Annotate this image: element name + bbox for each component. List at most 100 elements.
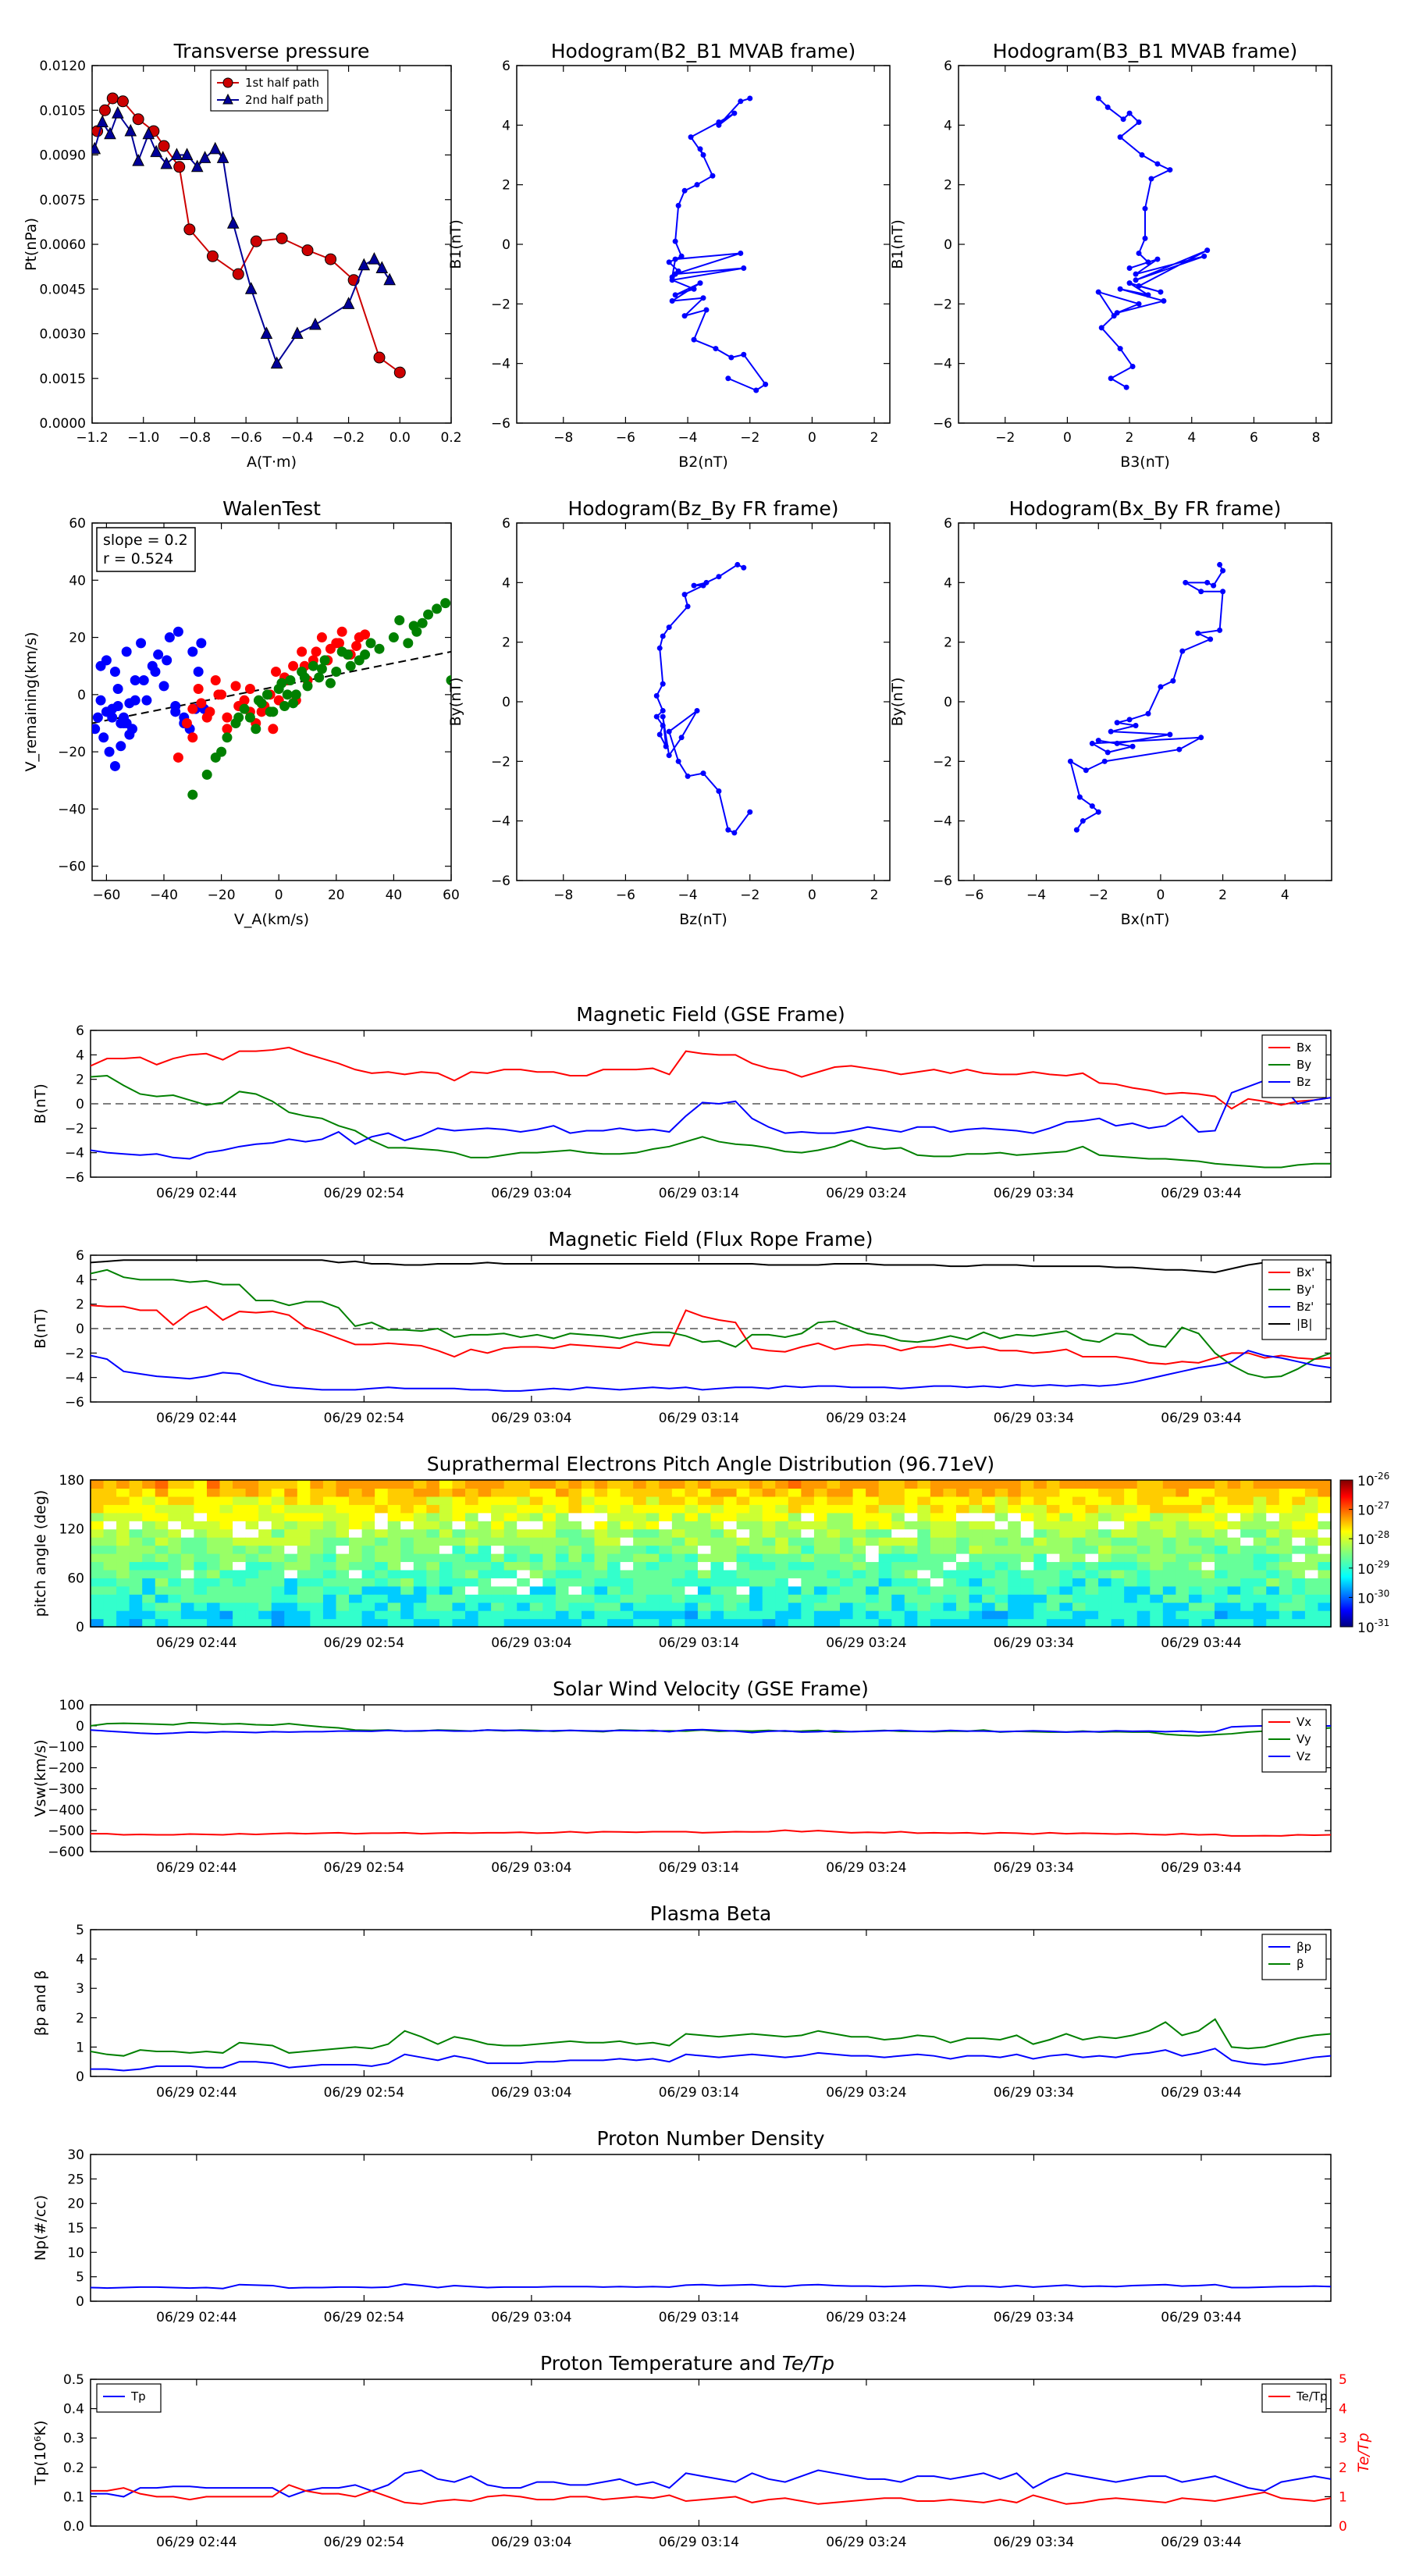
heatmap-cell xyxy=(142,1512,156,1521)
heatmap-cell xyxy=(465,1553,479,1563)
heatmap-cell xyxy=(258,1537,272,1546)
scatter-point xyxy=(271,667,282,678)
heatmap-cell xyxy=(1292,1521,1306,1530)
heatmap-cell xyxy=(594,1496,608,1505)
scatter-point xyxy=(333,638,344,649)
heatmap-cell xyxy=(194,1561,208,1571)
heatmap-cell xyxy=(646,1561,660,1571)
heatmap-cell xyxy=(788,1585,802,1595)
data-point xyxy=(1129,363,1136,369)
heatmap-cell xyxy=(671,1594,685,1603)
heatmap-cell xyxy=(375,1504,389,1514)
heatmap-cell xyxy=(322,1488,337,1497)
heatmap-cell xyxy=(387,1528,401,1538)
heatmap-cell xyxy=(788,1594,802,1603)
heatmap-cell xyxy=(1240,1569,1254,1578)
y-tick-label: 0 xyxy=(76,2069,84,2085)
heatmap-cell xyxy=(322,1610,337,1620)
heatmap-cell xyxy=(1227,1537,1241,1546)
heatmap-cell xyxy=(1072,1618,1087,1628)
heatmap-cell xyxy=(219,1504,233,1514)
heatmap-cell xyxy=(852,1618,866,1628)
data-point xyxy=(700,295,706,301)
heatmap-cell xyxy=(542,1521,557,1530)
scatter-point xyxy=(213,689,224,700)
heatmap-cell xyxy=(284,1578,298,1587)
heatmap-cell xyxy=(1136,1602,1151,1611)
heatmap-cell xyxy=(349,1585,363,1595)
heatmap-cell xyxy=(142,1569,156,1578)
legend-label: Bx' xyxy=(1297,1265,1314,1279)
heatmap-cell xyxy=(1266,1528,1280,1538)
heatmap-cell xyxy=(878,1496,892,1505)
heatmap-cell xyxy=(646,1528,660,1538)
heatmap-cell xyxy=(1059,1602,1073,1611)
heatmap-cell xyxy=(258,1488,272,1497)
x-tick-label: 06/29 03:14 xyxy=(659,1411,739,1426)
scatter-point xyxy=(302,681,313,692)
heatmap-cell xyxy=(400,1488,414,1497)
heatmap-cell xyxy=(1176,1618,1190,1628)
y-tick-label: 0.0090 xyxy=(40,148,86,164)
legend-label: Bx xyxy=(1297,1041,1311,1055)
heatmap-cell xyxy=(1033,1521,1048,1530)
plot-area xyxy=(90,1704,1332,1852)
heatmap-cell xyxy=(361,1545,375,1554)
plot-area xyxy=(958,65,1332,424)
legend-label: βp xyxy=(1297,1940,1311,1954)
data-point xyxy=(1195,630,1201,636)
heatmap-cell xyxy=(542,1594,557,1603)
heatmap-cell xyxy=(955,1610,970,1620)
heatmap-cell xyxy=(271,1512,285,1521)
heatmap-cell xyxy=(258,1480,272,1489)
heatmap-cell xyxy=(852,1602,866,1611)
heatmap-cell xyxy=(1136,1480,1151,1489)
heatmap-cell xyxy=(762,1561,776,1571)
heatmap-cell xyxy=(284,1496,298,1505)
heatmap-cell xyxy=(620,1537,634,1546)
heatmap-cell xyxy=(168,1561,182,1571)
heatmap-cell xyxy=(1253,1610,1267,1620)
scatter-point xyxy=(112,684,123,695)
heatmap-cell xyxy=(168,1521,182,1530)
x-tick-label: 2 xyxy=(870,430,879,446)
heatmap-cell xyxy=(542,1496,557,1505)
heatmap-cell xyxy=(917,1618,931,1628)
heatmap-cell xyxy=(620,1594,634,1603)
heatmap-cell xyxy=(762,1545,776,1554)
heatmap-cell xyxy=(194,1585,208,1595)
heatmap-cell xyxy=(219,1537,233,1546)
heatmap-cell xyxy=(685,1521,699,1530)
heatmap-cell xyxy=(801,1545,815,1554)
heatmap-cell xyxy=(1072,1545,1087,1554)
data-point xyxy=(1139,152,1145,158)
heatmap-cell xyxy=(994,1578,1008,1587)
heatmap-cell xyxy=(478,1585,492,1595)
heatmap-cell xyxy=(1304,1512,1319,1521)
heatmap-cell xyxy=(542,1610,557,1620)
heatmap-cell xyxy=(400,1561,414,1571)
heatmap-cell xyxy=(491,1504,505,1514)
heatmap-cell xyxy=(1008,1504,1022,1514)
heatmap-cell xyxy=(620,1512,634,1521)
heatmap-cell xyxy=(1046,1528,1061,1538)
heatmap-cell xyxy=(620,1602,634,1611)
heatmap-cell xyxy=(1111,1618,1125,1628)
heatmap-cell xyxy=(1279,1602,1293,1611)
heatmap-cell xyxy=(736,1610,750,1620)
x-tick-label: −1.0 xyxy=(127,430,159,446)
heatmap-cell xyxy=(503,1585,518,1595)
heatmap-cell xyxy=(310,1545,324,1554)
x-tick-label: 06/29 02:54 xyxy=(324,1186,404,1201)
heatmap-cell xyxy=(1111,1488,1125,1497)
heatmap-cell xyxy=(1279,1553,1293,1563)
heatmap-cell xyxy=(659,1585,673,1595)
heatmap-cell xyxy=(336,1512,350,1521)
heatmap-cell xyxy=(349,1602,363,1611)
heatmap-cell xyxy=(749,1512,763,1521)
heatmap-cell xyxy=(336,1602,350,1611)
heatmap-cell xyxy=(180,1537,195,1546)
heatmap-cell xyxy=(878,1528,892,1538)
data-point xyxy=(697,146,703,152)
